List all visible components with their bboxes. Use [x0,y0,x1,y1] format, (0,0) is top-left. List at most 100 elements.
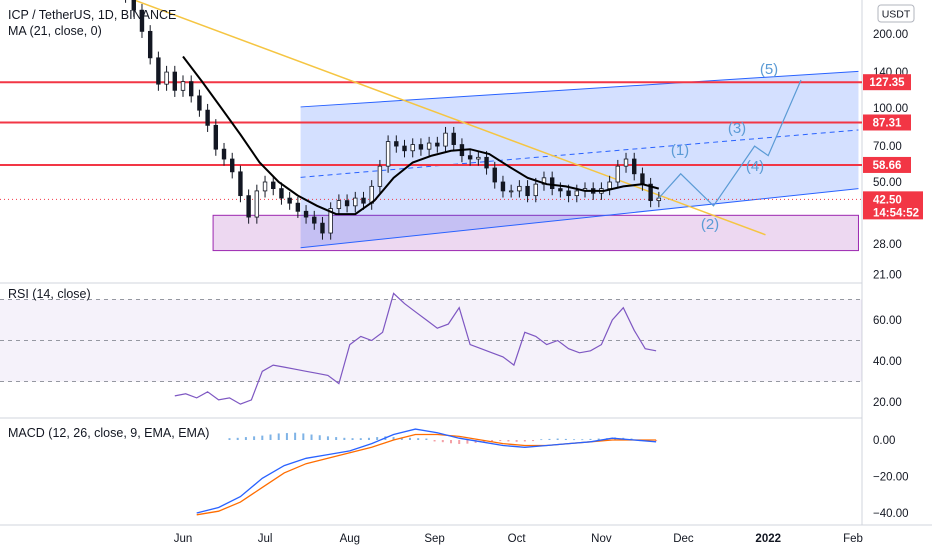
macd-hist-bar-14 [343,437,346,440]
currency-button[interactable] [877,4,915,23]
candle-body-55 [574,190,579,197]
candle-body-39 [443,132,448,147]
candle-body-10 [205,109,210,126]
price-series-layer [125,0,662,240]
candle-body-37 [426,142,432,150]
level-badge-label-1: 87.31 [873,117,902,129]
macd-hist-bar-12 [326,436,329,440]
macd-hist-bar-33 [499,440,502,442]
price-tick-4: 70.00 [873,141,902,153]
macd-hist-bar-5 [269,434,272,440]
macd-hist-bar-11 [318,435,321,440]
candle-body-25 [328,208,333,234]
wave-label-1: (1) [671,142,689,159]
macd-hist-bar-26 [441,440,444,443]
ma21-line [182,55,660,216]
candle-body-2 [139,9,145,32]
macd-hist-bar-42 [573,439,576,441]
candle-body-9 [197,95,202,111]
macd-tick-0: 0.00 [873,435,895,447]
ma-layer [182,55,660,216]
candle-body-60 [615,165,621,183]
downtrend-line-layer [131,0,766,236]
candle-body-44 [484,156,489,169]
channel-fill [300,71,859,248]
candle-body-38 [435,142,440,147]
macd-hist-bar-9 [302,433,305,440]
level-badge-label-0: 127.35 [869,77,905,89]
candle-body-28 [353,197,358,207]
candle-body-24 [320,222,325,234]
macd-hist-bar-41 [564,438,567,440]
candle-body-29 [361,197,366,204]
rsi-line [174,292,657,405]
axes-layer: 200.00140.00100.0070.0050.0028.0021.0060… [174,29,909,545]
horizontal-levels-layer [0,81,862,200]
candle-body-17 [262,181,268,192]
time-tick-0: Jun [174,533,193,545]
macd-hist-bar-20 [392,437,395,440]
candle-body-15 [246,195,251,218]
time-tick-3: Sep [424,533,444,545]
candle-body-42 [467,155,473,160]
macd-hist-bar-23 [417,438,420,440]
macd-hist-bar-6 [277,433,280,440]
macd-hist-bar-28 [458,440,461,445]
candle-body-22 [303,210,309,218]
macd-legend: MACD (12, 26, close, 9, EMA, EMA) [8,426,209,440]
candle-body-5 [164,71,169,85]
wave-label-3: (3) [728,120,746,137]
macd-hist-bar-45 [597,438,600,440]
channel-median-line [300,129,859,178]
candle-body-13 [230,158,235,173]
candle-body-50 [533,183,538,197]
rsi-tick-1: 40.00 [873,356,902,368]
level-badge-2 [863,156,911,173]
macd-hist-bar-37 [532,440,535,442]
candle-body-47 [508,190,514,193]
candle-body-62 [632,158,637,175]
candle-body-12 [221,148,227,160]
candle-body-59 [607,181,612,190]
macd-hist-bar-1 [236,437,239,440]
macd-hist-bar-27 [450,440,452,444]
candle-body-1 [131,0,136,11]
ma-legend: MA (21, close, 0) [8,24,102,38]
macd-hist-bar-18 [376,437,379,440]
macd-hist-bar-13 [335,437,338,440]
macd-hist-bar-43 [581,439,584,441]
macd-hist-bar-32 [491,440,494,442]
elliott-wave-layer: (1) (2) (3) (4) (5) [658,61,802,233]
channel-layer [300,70,859,249]
candle-body-65 [656,197,662,202]
candle-body-23 [312,216,317,224]
time-tick-1: Jul [258,533,273,545]
candle-body-33 [394,141,399,147]
candle-body-21 [295,202,301,212]
macd-hist-bar-40 [556,438,559,440]
macd-hist-bar-10 [310,434,313,440]
wave-label-5: (5) [760,61,778,78]
rsi-band-fill [0,299,862,382]
candle-body-35 [410,144,415,152]
macd-hist-bar-22 [408,437,411,440]
macd-hist-bar-39 [548,438,551,440]
macd-hist-bar-15 [351,438,354,440]
macd-hist-bar-17 [367,437,370,440]
candle-body-27 [344,200,350,207]
price-tick-1: 200.00 [873,29,908,41]
candle-body-14 [238,171,243,197]
candle-body-54 [566,190,571,197]
candle-body-6 [172,71,177,91]
macd-layer [196,428,658,516]
channel-upper-line [300,70,859,108]
price-tick-5: 50.00 [873,177,902,189]
countdown-label: 14:54:52 [873,207,919,219]
time-tick-8: Feb [843,533,863,545]
rsi-layer [0,292,862,405]
time-tick-4: Oct [508,533,527,545]
channel-lower-line [300,188,859,249]
time-tick-7: 2022 [755,533,781,545]
